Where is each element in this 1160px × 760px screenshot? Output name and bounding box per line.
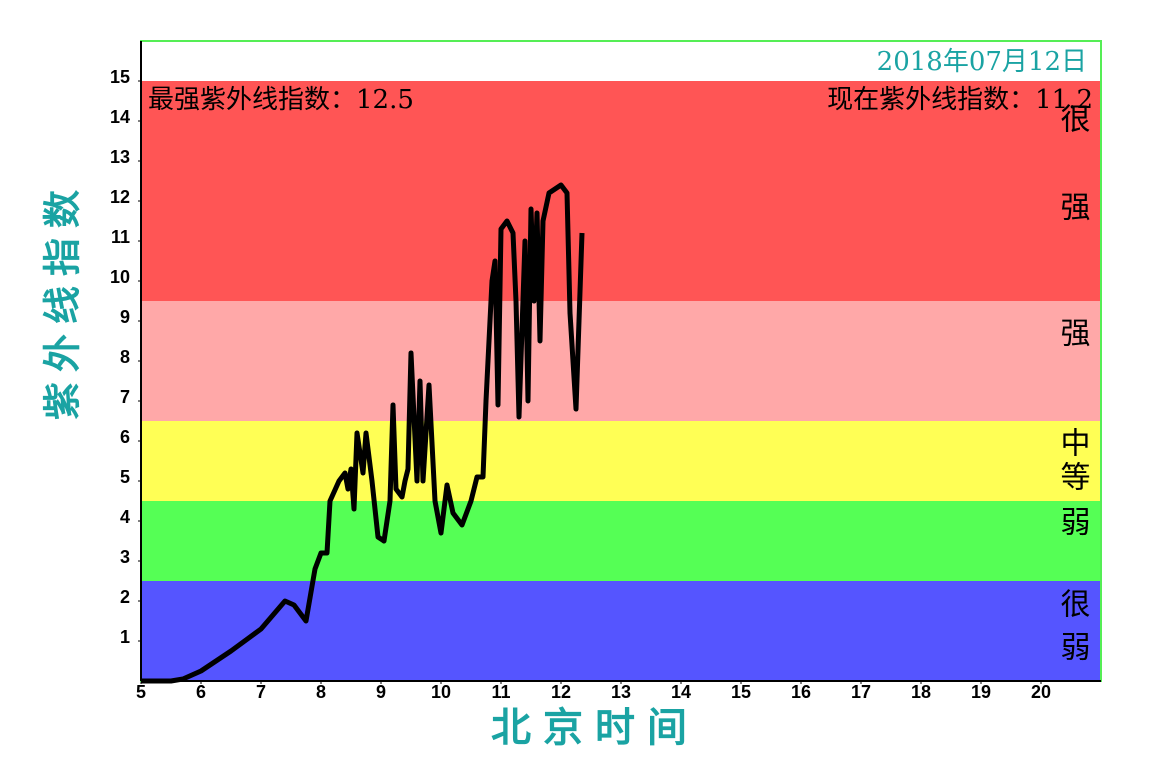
band-label: 很强: [1055, 103, 1091, 279]
y-tick-label: 14: [110, 107, 130, 127]
x-tick-label: 6: [196, 682, 206, 702]
band: [141, 301, 1101, 421]
x-tick-label: 18: [911, 682, 931, 702]
band-label: 中等: [1055, 427, 1091, 495]
y-tick-label: 12: [110, 187, 130, 207]
y-tick-label: 7: [120, 387, 130, 407]
band-label: 很弱: [1055, 588, 1091, 674]
current-value-text: 现在紫外线指数：11.2: [827, 85, 1093, 115]
band: [141, 581, 1101, 681]
x-tick-label: 9: [376, 682, 386, 702]
y-tick-label: 9: [120, 307, 130, 327]
x-tick-label: 17: [851, 682, 871, 702]
x-axis-title: 北京时间: [491, 705, 699, 751]
band-label: 强: [1055, 317, 1090, 405]
y-tick-label: 15: [110, 67, 130, 87]
band: [141, 421, 1101, 501]
x-tick-label: 12: [551, 682, 571, 702]
band: [141, 81, 1101, 301]
x-tick-label: 8: [316, 682, 326, 702]
x-tick-label: 7: [256, 682, 266, 702]
y-tick-label: 3: [120, 547, 130, 567]
max-value-text: 最强紫外线指数：12.5: [148, 85, 414, 115]
x-tick-label: 16: [791, 682, 811, 702]
x-tick-label: 11: [491, 682, 510, 702]
x-tick-label: 13: [611, 682, 631, 702]
y-tick-label: 1: [120, 627, 130, 647]
y-tick-label: 6: [120, 427, 130, 447]
y-tick-label: 10: [110, 267, 130, 287]
x-tick-label: 10: [431, 682, 451, 702]
y-axis-title: 紫外线指数: [41, 180, 85, 420]
band-label: 弱: [1055, 506, 1090, 576]
x-tick-label: 5: [136, 682, 146, 702]
y-tick-label: 2: [120, 587, 130, 607]
x-tick-label: 20: [1031, 682, 1051, 702]
y-tick-label: 8: [120, 347, 130, 367]
x-tick-label: 15: [731, 682, 751, 702]
y-tick-label: 11: [111, 227, 130, 247]
x-tick-label: 19: [971, 682, 991, 702]
y-tick-label: 4: [120, 507, 130, 527]
x-tick-label: 14: [671, 682, 691, 702]
y-tick-label: 5: [120, 467, 130, 487]
uv-line: [141, 182, 585, 684]
y-tick-label: 13: [110, 147, 130, 167]
date: 2018年07月12日: [877, 47, 1087, 77]
band: [141, 501, 1101, 581]
